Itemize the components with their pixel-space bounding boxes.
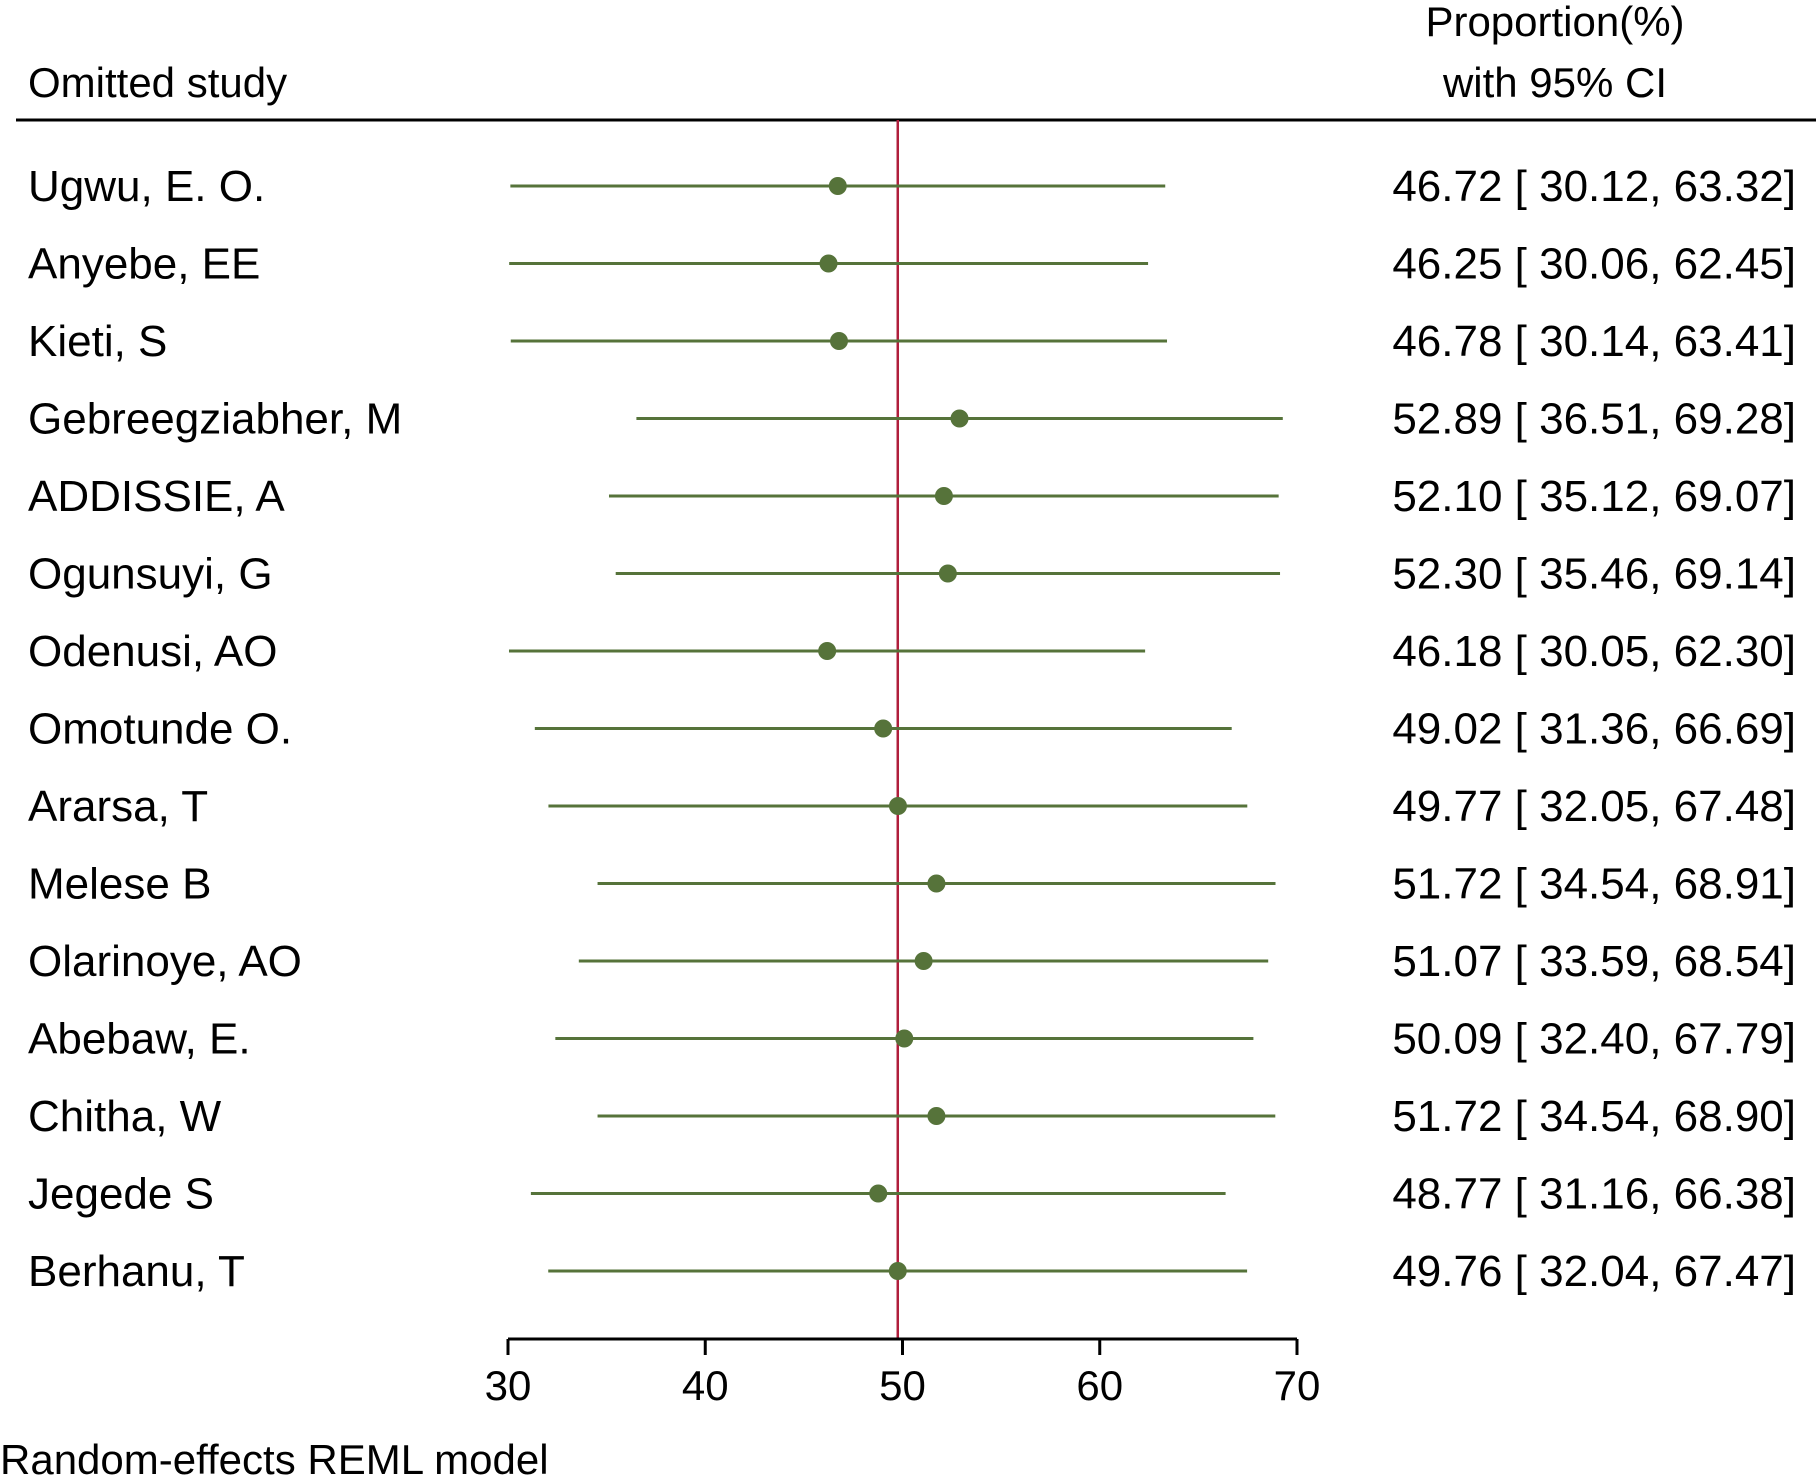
ci-text: 46.25 [ 30.06, 62.45] xyxy=(1392,240,1796,289)
footnote: Random-effects REML model xyxy=(0,1436,549,1480)
ci-text: 50.09 [ 32.40, 67.79] xyxy=(1392,1015,1796,1064)
point-estimate xyxy=(950,409,969,428)
study-name: Ogunsuyi, G xyxy=(28,550,273,599)
study-name: Ararsa, T xyxy=(28,782,208,831)
study-row: Melese B 51.72 [ 34.54, 68.91] xyxy=(28,860,1796,909)
x-tick-label: 50 xyxy=(879,1362,926,1409)
ci-text: 49.02 [ 31.36, 66.69] xyxy=(1392,705,1796,754)
point-estimate xyxy=(888,1262,907,1280)
study-name: Odenusi, AO xyxy=(28,627,277,676)
x-tick-label: 30 xyxy=(485,1362,532,1409)
study-name: Jegede S xyxy=(28,1170,214,1219)
study-rows: Ugwu, E. O. 46.72 [ 30.12, 63.32] Anyebe, … xyxy=(28,162,1796,1296)
point-estimate xyxy=(914,952,933,970)
point-estimate xyxy=(828,177,847,195)
study-name: Chitha, W xyxy=(28,1092,222,1141)
x-tick-label: 60 xyxy=(1076,1362,1123,1409)
study-row: Omotunde O. 49.02 [ 31.36, 66.69] xyxy=(28,705,1796,754)
study-name: Kieti, S xyxy=(28,317,167,366)
point-estimate xyxy=(927,874,946,893)
study-name: ADDISSIE, A xyxy=(28,472,285,521)
study-row: Jegede S 48.77 [ 31.16, 66.38] xyxy=(28,1170,1796,1219)
study-name: Anyebe, EE xyxy=(28,240,260,289)
study-row: Gebreegziabher, M 52.89 [ 36.51, 69.28] xyxy=(28,395,1796,444)
point-estimate xyxy=(927,1107,946,1125)
ci-text: 52.10 [ 35.12, 69.07] xyxy=(1392,472,1796,521)
study-row: Ugwu, E. O. 46.72 [ 30.12, 63.32] xyxy=(28,162,1796,211)
header-right-line2: with 95% CI xyxy=(1442,59,1667,106)
ci-text: 49.77 [ 32.05, 67.48] xyxy=(1392,782,1796,831)
study-row: Ogunsuyi, G 52.30 [ 35.46, 69.14] xyxy=(28,550,1796,599)
point-estimate xyxy=(819,254,838,273)
point-estimate xyxy=(938,564,957,583)
study-name: Berhanu, T xyxy=(28,1247,245,1296)
study-row: Kieti, S 46.78 [ 30.14, 63.41] xyxy=(28,317,1796,366)
point-estimate xyxy=(829,332,848,350)
ci-text: 52.89 [ 36.51, 69.28] xyxy=(1392,395,1796,444)
study-row: Olarinoye, AO 51.07 [ 33.59, 68.54] xyxy=(28,937,1796,986)
header-left: Omitted study xyxy=(28,59,287,106)
ci-text: 49.76 [ 32.04, 67.47] xyxy=(1392,1247,1796,1296)
study-name: Gebreegziabher, M xyxy=(28,395,402,444)
study-name: Ugwu, E. O. xyxy=(28,162,265,211)
study-row: Berhanu, T 49.76 [ 32.04, 67.47] xyxy=(28,1247,1796,1296)
ci-text: 46.78 [ 30.14, 63.41] xyxy=(1392,317,1796,366)
ci-text: 46.18 [ 30.05, 62.30] xyxy=(1392,627,1796,676)
ci-text: 52.30 [ 35.46, 69.14] xyxy=(1392,550,1796,599)
ci-text: 51.07 [ 33.59, 68.54] xyxy=(1392,937,1796,986)
study-row: Odenusi, AO 46.18 [ 30.05, 62.30] xyxy=(28,627,1796,676)
study-name: Abebaw, E. xyxy=(28,1015,251,1064)
ci-text: 51.72 [ 34.54, 68.91] xyxy=(1392,860,1796,909)
study-name: Omotunde O. xyxy=(28,705,292,754)
x-tick-label: 40 xyxy=(682,1362,729,1409)
study-name: Olarinoye, AO xyxy=(28,937,302,986)
study-row: ADDISSIE, A 52.10 [ 35.12, 69.07] xyxy=(28,472,1796,521)
ci-text: 46.72 [ 30.12, 63.32] xyxy=(1392,162,1796,211)
header-right-line1: Proportion(%) xyxy=(1425,0,1684,45)
point-estimate xyxy=(818,642,837,660)
point-estimate xyxy=(895,1029,914,1048)
study-row: Chitha, W 51.72 [ 34.54, 68.90] xyxy=(28,1092,1796,1141)
study-row: Anyebe, EE 46.25 [ 30.06, 62.45] xyxy=(28,240,1796,289)
ci-text: 48.77 [ 31.16, 66.38] xyxy=(1392,1170,1796,1219)
point-estimate xyxy=(869,1184,888,1203)
study-name: Melese B xyxy=(28,860,211,909)
point-estimate xyxy=(888,797,907,815)
study-row: Abebaw, E. 50.09 [ 32.40, 67.79] xyxy=(28,1015,1796,1064)
study-row: Ararsa, T 49.77 [ 32.05, 67.48] xyxy=(28,782,1796,831)
point-estimate xyxy=(934,487,953,505)
ci-text: 51.72 [ 34.54, 68.90] xyxy=(1392,1092,1796,1141)
x-tick-label: 70 xyxy=(1274,1362,1321,1409)
point-estimate xyxy=(874,719,893,738)
x-axis: 30 40 50 60 70 xyxy=(485,1337,1321,1409)
